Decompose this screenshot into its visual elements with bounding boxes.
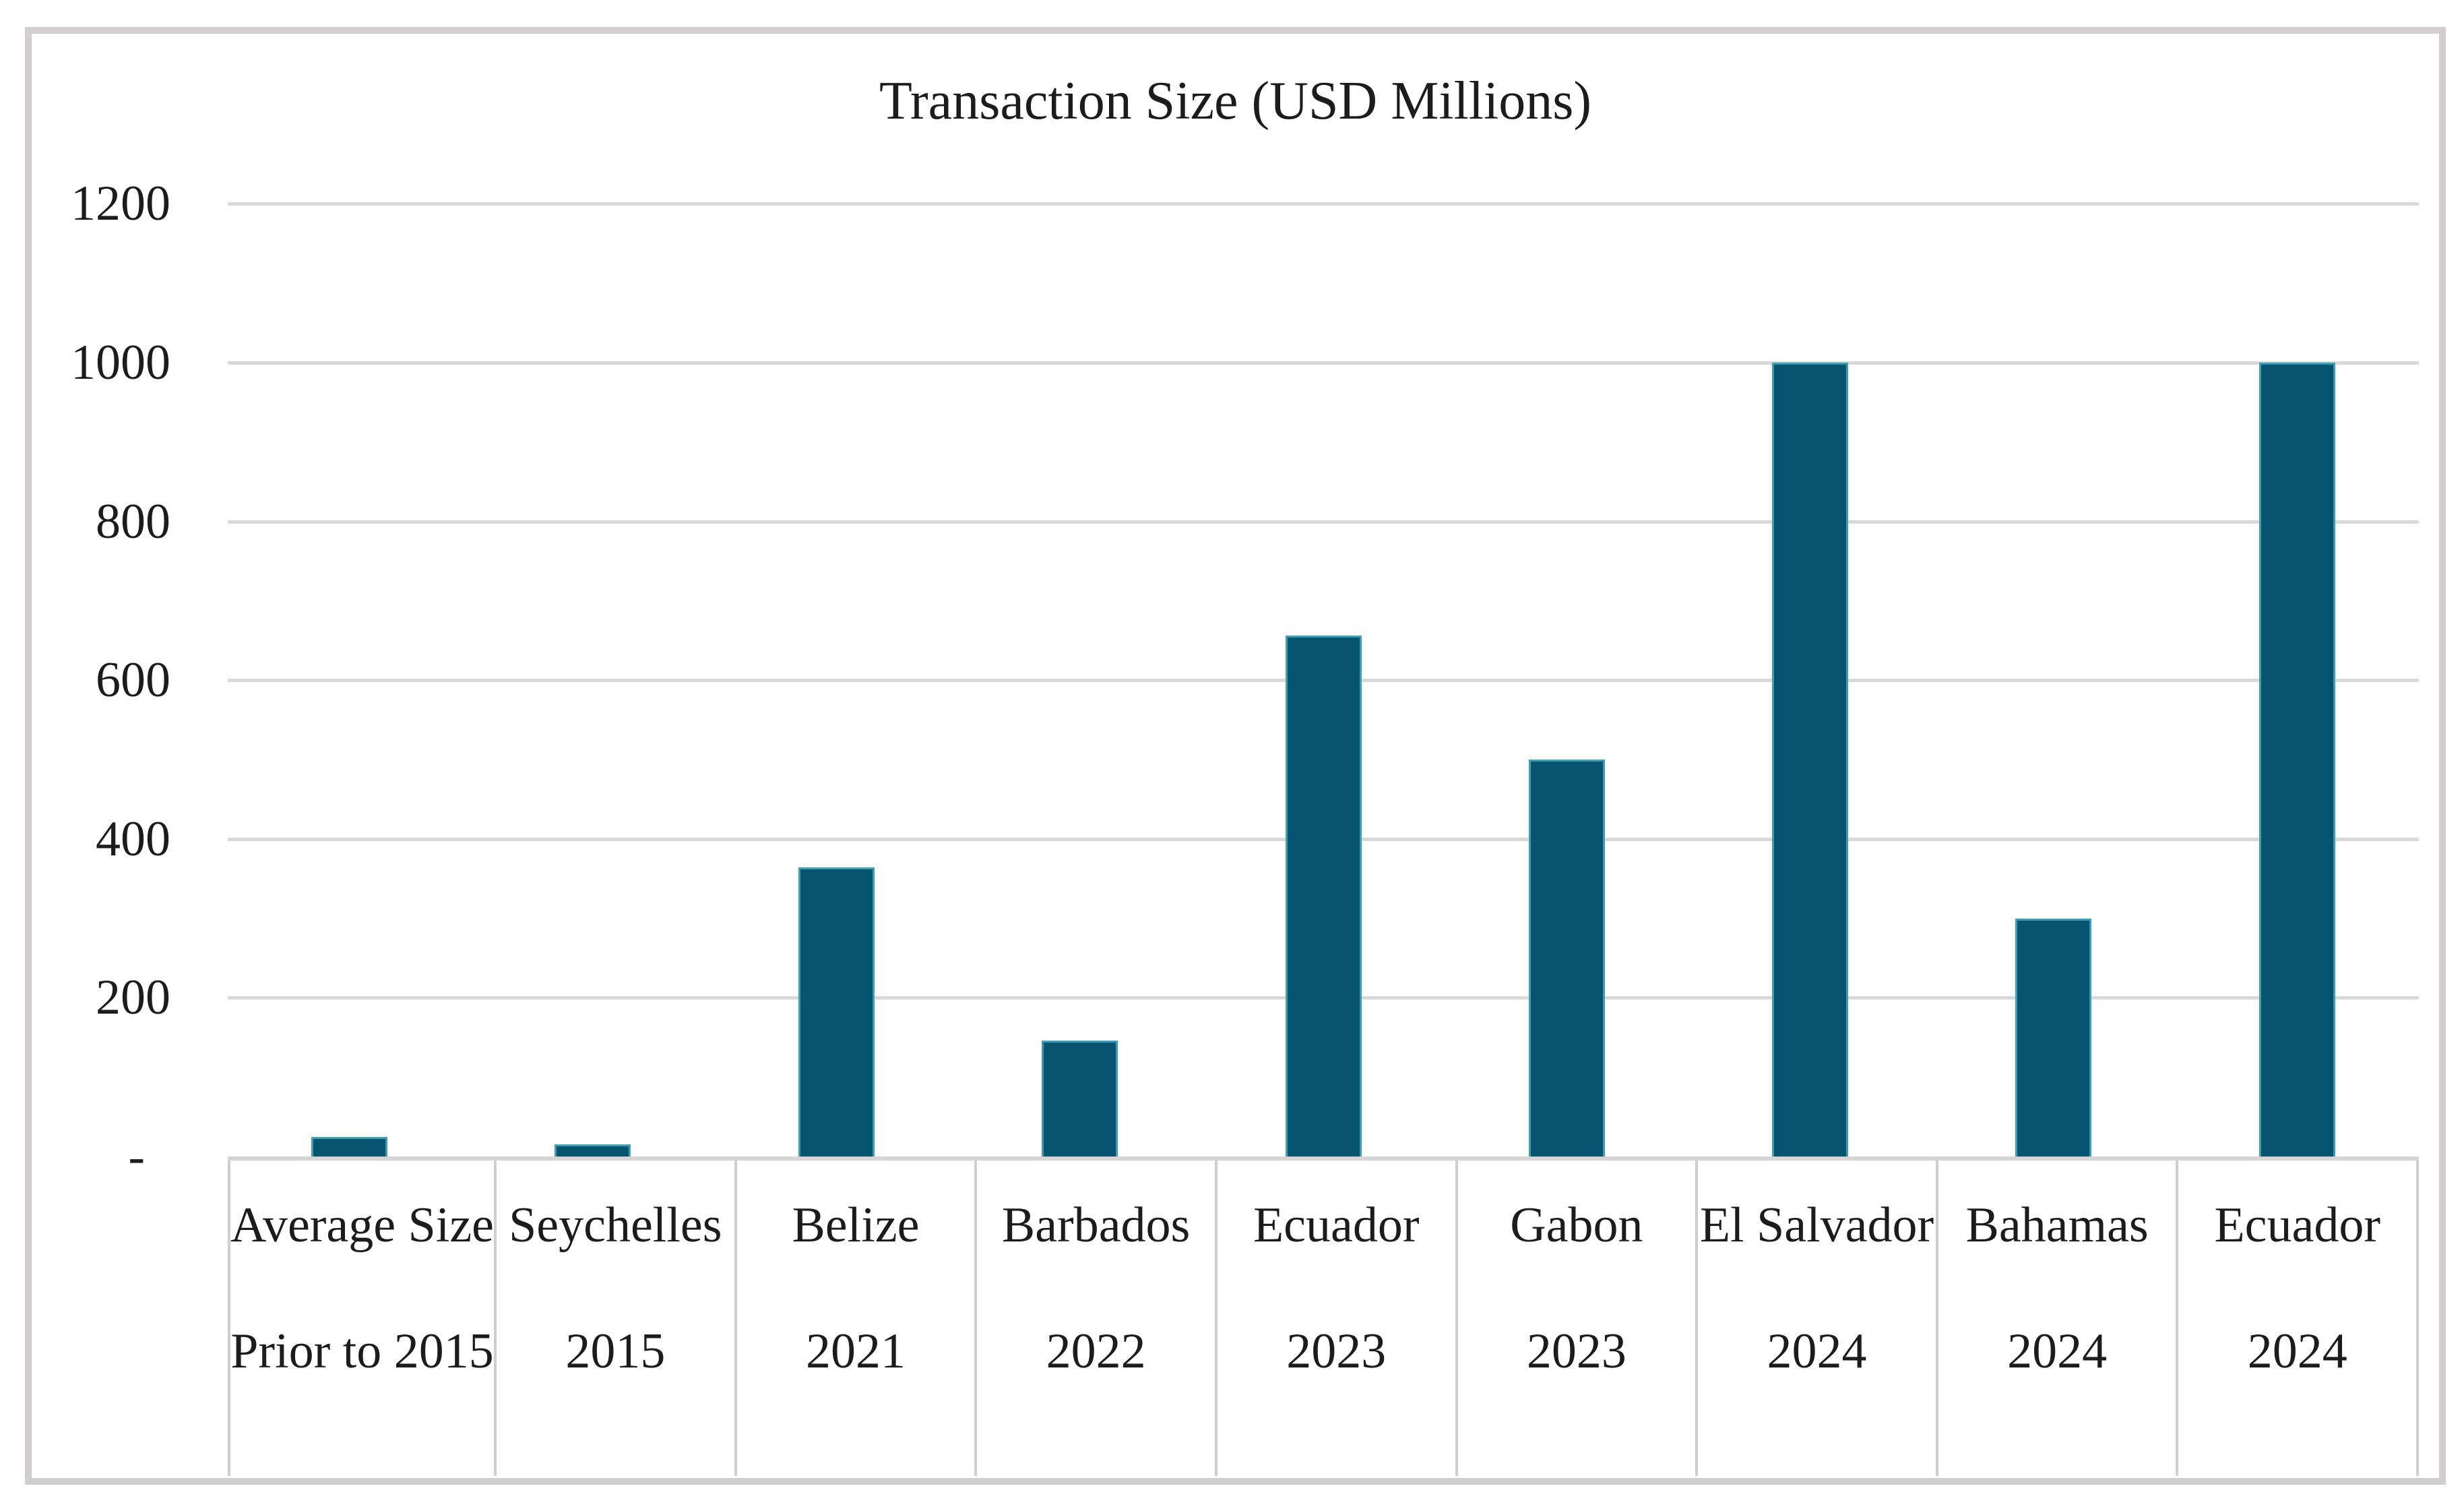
category-year-label: 2024: [2007, 1324, 2108, 1379]
bar-barbados: [1042, 1041, 1118, 1157]
category-country-label: Gabon: [1510, 1198, 1643, 1253]
bar-seychelles: [555, 1144, 631, 1157]
y-tick-label: 200: [96, 970, 170, 1026]
category-cell: El Salvador 2024: [1698, 1161, 1938, 1476]
category-cell: Average Size Prior to 2015: [228, 1161, 497, 1476]
bar-gabon: [1529, 760, 1605, 1157]
category-year-label: 2023: [1526, 1324, 1626, 1379]
bar-belize: [798, 867, 875, 1157]
category-cell: Ecuador 2024: [2178, 1161, 2420, 1476]
category-year-label: 2021: [805, 1324, 906, 1379]
category-country-label: Ecuador: [1253, 1198, 1420, 1253]
y-tick-label: 1200: [71, 176, 170, 232]
bar-average-size: [311, 1137, 387, 1157]
category-cell: Seychelles 2015: [497, 1161, 737, 1476]
y-tick-label: -: [128, 1129, 145, 1184]
bar-el-salvador: [1772, 363, 1848, 1157]
gridline-1000: [228, 361, 2419, 365]
bar-ecuador: [1286, 636, 1362, 1157]
chart-title: Transaction Size (USD Millions): [879, 71, 1592, 131]
category-year-label: 2015: [565, 1324, 666, 1379]
gridline-800: [228, 520, 2419, 524]
category-country-label: Ecuador: [2214, 1198, 2380, 1253]
category-year-label: 2022: [1046, 1324, 1146, 1379]
category-year-label: 2023: [1286, 1324, 1387, 1379]
bar-bahamas: [2015, 919, 2091, 1157]
category-cell: Ecuador 2023: [1218, 1161, 1458, 1476]
category-country-label: Seychelles: [509, 1198, 722, 1253]
category-country-label: Average Size: [230, 1198, 495, 1253]
gridline-1200: [228, 202, 2419, 206]
y-tick-label: 800: [96, 493, 170, 549]
y-tick-label: 400: [96, 811, 170, 867]
category-cell: Bahamas 2024: [1938, 1161, 2179, 1476]
y-tick-label: 1000: [71, 335, 170, 390]
category-cell: Gabon 2023: [1458, 1161, 1699, 1476]
category-year-label: Prior to 2015: [230, 1324, 494, 1379]
category-country-label: El Salvador: [1699, 1198, 1934, 1253]
category-country-label: Bahamas: [1965, 1198, 2149, 1253]
chart-frame: [25, 27, 2446, 1485]
category-country-label: Barbados: [1001, 1198, 1191, 1253]
category-year-label: 2024: [2247, 1324, 2347, 1379]
category-cell: Belize 2021: [737, 1161, 978, 1476]
bar-ecuador: [2259, 363, 2335, 1157]
category-year-label: 2024: [1767, 1324, 1867, 1379]
y-tick-label: 600: [96, 652, 170, 708]
category-cell: Barbados 2022: [977, 1161, 1218, 1476]
x-axis-category-table: Average Size Prior to 2015 Seychelles 2015 B…: [228, 1157, 2420, 1476]
category-country-label: Belize: [792, 1198, 920, 1253]
